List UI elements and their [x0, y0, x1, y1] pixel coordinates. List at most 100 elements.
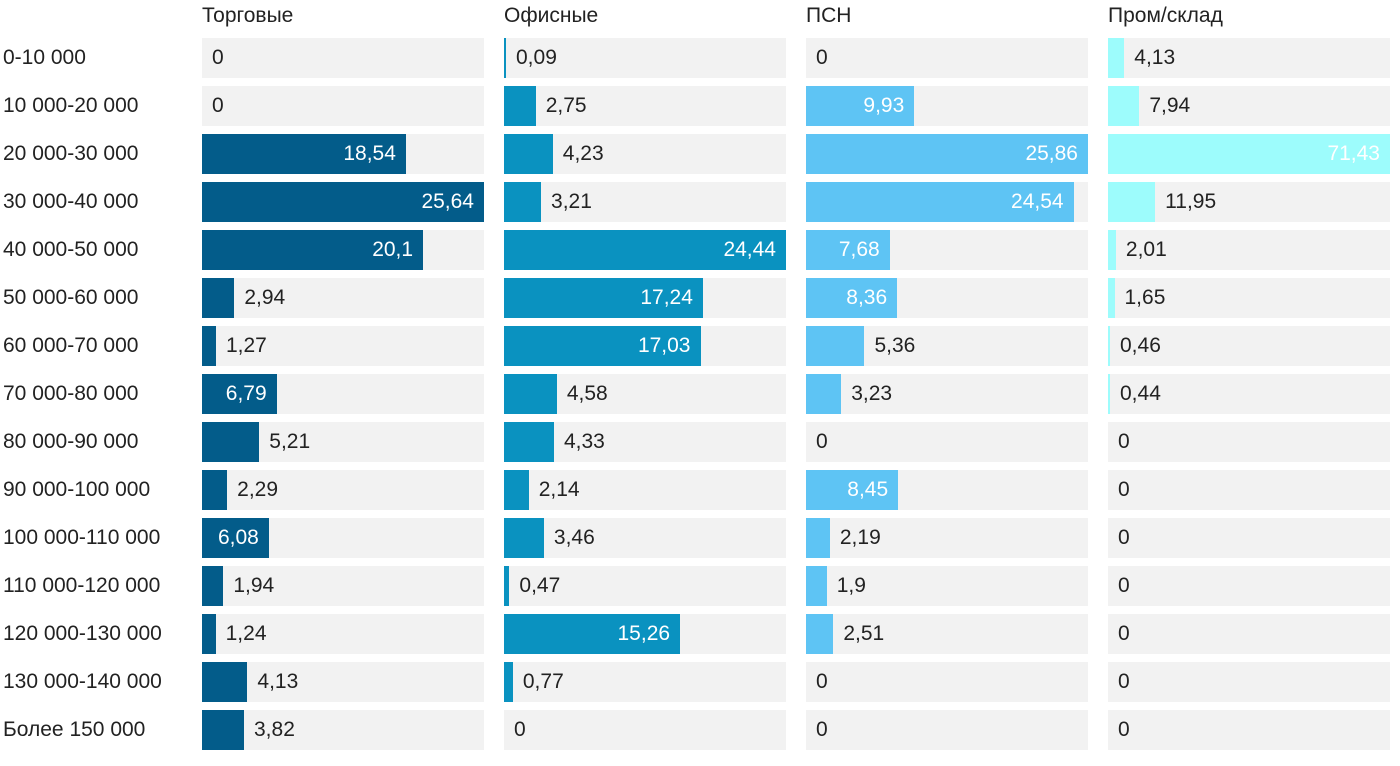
- value-label: 17,24: [640, 286, 693, 309]
- value-label: 4,13: [1134, 46, 1176, 69]
- bar: [1108, 182, 1156, 222]
- bar-track: [1108, 566, 1390, 606]
- category-label: 60 000-70 000: [3, 334, 139, 357]
- bar-track: [504, 38, 786, 78]
- bar-track: [202, 38, 484, 78]
- value-label: 0,47: [519, 574, 561, 597]
- bar: [504, 230, 786, 270]
- category-label: 80 000-90 000: [3, 430, 139, 453]
- bar: [806, 374, 842, 414]
- bar: [504, 374, 557, 414]
- value-label: 25,64: [421, 190, 474, 213]
- bar-track: [1108, 278, 1390, 318]
- bar: [1108, 230, 1116, 270]
- value-label: 0: [1118, 670, 1130, 693]
- category-label: 120 000-130 000: [3, 622, 162, 645]
- value-label: 1,9: [836, 574, 866, 597]
- bar-track: [1108, 230, 1390, 270]
- value-label: 9,93: [863, 94, 905, 117]
- value-label: 0,77: [522, 670, 564, 693]
- value-label: 2,19: [839, 526, 881, 549]
- bar-track: [1108, 518, 1390, 558]
- bar: [504, 182, 542, 222]
- bar: [504, 38, 506, 78]
- bar-track: [806, 374, 1088, 414]
- value-label: 2,01: [1125, 238, 1167, 261]
- value-label: 5,21: [269, 430, 311, 453]
- value-label: 0: [816, 718, 828, 741]
- value-label: 4,33: [563, 430, 605, 453]
- bar: [504, 662, 513, 702]
- bar: [202, 230, 424, 270]
- bar-track: [504, 662, 786, 702]
- bar-track: [202, 86, 484, 126]
- value-label: 17,03: [637, 334, 691, 357]
- bar-track: [1108, 326, 1390, 366]
- value-label: 0: [1118, 526, 1130, 549]
- bar: [504, 566, 510, 606]
- bar-track: [1108, 374, 1390, 414]
- bar-track: [202, 662, 484, 702]
- bar: [806, 614, 834, 654]
- bar-track: [1108, 86, 1390, 126]
- value-label: 2,14: [538, 478, 580, 501]
- series-title: Пром/склад: [1108, 4, 1223, 27]
- category-label: 0-10 000: [3, 46, 86, 69]
- bar: [504, 326, 701, 366]
- bar: [504, 86, 536, 126]
- category-label: 90 000-100 000: [3, 478, 151, 501]
- value-label: 0: [1118, 430, 1130, 453]
- bar-track: [504, 518, 786, 558]
- value-label: 7,68: [838, 238, 880, 261]
- category-label: 130 000-140 000: [3, 670, 162, 693]
- series-title: Офисные: [504, 4, 599, 27]
- value-label: 20,1: [372, 238, 414, 261]
- bar: [1108, 86, 1140, 126]
- bar-track: [202, 614, 484, 654]
- value-label: 0: [514, 718, 526, 741]
- bar: [806, 470, 899, 510]
- bar-track: [202, 710, 484, 750]
- series-title: Торговые: [202, 4, 294, 27]
- category-label: 20 000-30 000: [3, 142, 139, 165]
- bar: [806, 566, 827, 606]
- bar: [504, 518, 544, 558]
- value-label: 24,44: [723, 238, 776, 261]
- bar-track: [504, 86, 786, 126]
- bar: [1108, 278, 1115, 318]
- bar-track: [504, 470, 786, 510]
- value-label: 0: [816, 46, 828, 69]
- bar: [1108, 134, 1390, 174]
- category-label: 40 000-50 000: [3, 238, 139, 261]
- value-label: 8,36: [846, 286, 888, 309]
- bar: [202, 662, 248, 702]
- bar-track: [1108, 470, 1390, 510]
- category-label: Более 150 000: [3, 718, 146, 741]
- bar-track: [1108, 662, 1390, 702]
- value-label: 25,86: [1025, 142, 1078, 165]
- bar-track: [806, 422, 1088, 462]
- bar-track: [504, 710, 786, 750]
- category-label: 10 000-20 000: [3, 94, 139, 117]
- bar-track: [504, 182, 786, 222]
- bar: [202, 422, 260, 462]
- value-label: 24,54: [1011, 190, 1064, 213]
- value-label: 18,54: [343, 142, 396, 165]
- value-label: 4,58: [566, 382, 608, 405]
- value-label: 0: [1118, 622, 1130, 645]
- value-label: 0: [1118, 574, 1130, 597]
- bar: [1108, 326, 1110, 366]
- value-label: 0: [816, 670, 828, 693]
- bar-track: [806, 710, 1088, 750]
- bar: [202, 710, 244, 750]
- value-label: 3,46: [553, 526, 595, 549]
- bar: [504, 278, 703, 318]
- value-label: 6,79: [225, 382, 267, 405]
- value-label: 3,82: [254, 718, 295, 741]
- value-label: 8,45: [847, 478, 889, 501]
- value-label: 2,29: [237, 478, 279, 501]
- bar: [202, 518, 269, 558]
- value-label: 0,09: [516, 46, 557, 69]
- bar-track: [504, 566, 786, 606]
- bar: [202, 374, 277, 414]
